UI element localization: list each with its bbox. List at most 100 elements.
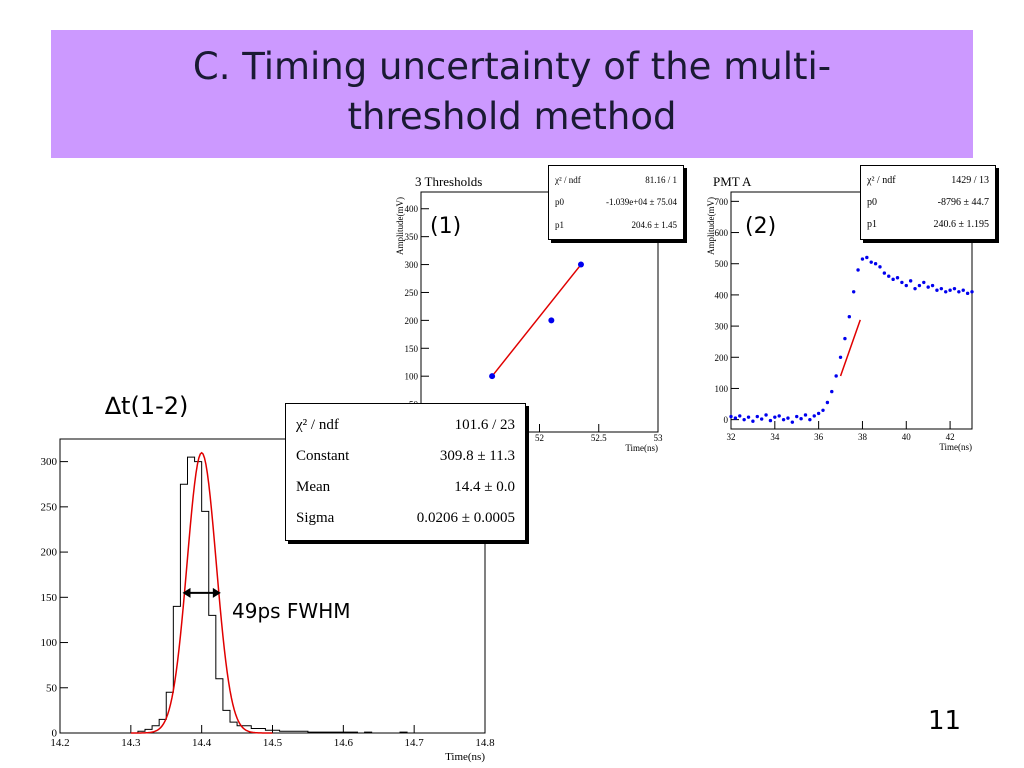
- y-tick-label: 150: [41, 592, 58, 604]
- data-point: [900, 280, 904, 285]
- data-point: [961, 288, 965, 292]
- data-point: [851, 290, 856, 294]
- stat-row: χ² / ndf 101.6 / 23: [296, 410, 515, 441]
- data-point: [856, 268, 860, 272]
- stat-label: p1: [555, 219, 564, 230]
- data-point: [812, 414, 816, 418]
- x-tick-label: 53: [654, 433, 664, 443]
- data-point: [742, 417, 746, 422]
- pmt-a-fit-stats-box: χ² / ndf 1429 / 13 p0 -8796 ± 44.7 p1 240.6 ±…: [860, 165, 996, 240]
- y-tick-label: 300: [41, 456, 58, 468]
- data-point: [891, 277, 895, 282]
- stat-row: χ² / ndf 1429 / 13: [867, 169, 989, 191]
- stat-value: 240.6 ± 1.195: [933, 219, 990, 231]
- stat-value: 309.8 ± 11.3: [439, 448, 515, 464]
- y-tick-label: 150: [405, 344, 419, 354]
- data-point: [939, 286, 944, 291]
- slide-title-line-2: threshold method: [347, 95, 677, 138]
- data-point: [838, 355, 843, 359]
- y-tick-label: 100: [405, 372, 419, 382]
- data-point: [786, 416, 790, 420]
- stat-row: p1 204.6 ± 1.45: [555, 214, 677, 236]
- dt-histogram-chart: 14.2 14.3 14.4 14.5 14.6 14.7 14.8 0 50 100 150 200…: [41, 438, 495, 763]
- stat-value: 81.16 / 1: [645, 175, 677, 186]
- stat-value: -8796 ± 44.7: [937, 196, 989, 208]
- data-point: [548, 317, 555, 324]
- x-tick-label: 38: [858, 432, 868, 442]
- y-tick-label: 350: [405, 232, 419, 242]
- data-point: [948, 288, 952, 292]
- data-point: [935, 288, 939, 292]
- x-axis-label: Time(ns): [939, 442, 972, 452]
- data-point: [821, 408, 825, 412]
- x-tick-label: 14.3: [121, 737, 141, 749]
- data-point: [738, 414, 742, 418]
- x-axis-label: Time(ns): [625, 443, 658, 453]
- stat-label: Mean: [296, 479, 331, 495]
- stat-label: χ² / ndf: [296, 417, 339, 433]
- x-tick-label: 14.4: [192, 737, 212, 749]
- stat-value: 1429 / 13: [951, 174, 989, 186]
- page-number: 11: [928, 706, 962, 736]
- x-tick-label: 34: [770, 432, 780, 442]
- x-tick-label: 14.5: [263, 737, 283, 749]
- y-tick-label: 0: [724, 415, 729, 425]
- y-tick-label: 200: [715, 353, 729, 363]
- fwhm-label: 49ps FWHM: [232, 599, 351, 623]
- x-tick-label: 52.5: [591, 433, 607, 443]
- data-point: [944, 290, 948, 294]
- thresholds-fit-stats-box: χ² / ndf 81.16 / 1 p0 -1.039e+04 ± 75.04 p1 2…: [548, 165, 684, 240]
- thresholds-chart: 51.55252.55350100150200250300350400Time(…: [395, 174, 664, 453]
- x-tick-label: 42: [946, 432, 955, 442]
- x-tick-label: 52: [535, 433, 544, 443]
- data-point: [790, 420, 795, 424]
- x-tick-label: 14.7: [405, 737, 425, 749]
- data-point: [860, 257, 865, 261]
- stat-row: p1 240.6 ± 1.195: [867, 214, 989, 236]
- data-point: [751, 419, 755, 423]
- stat-row: p0 -8796 ± 44.7: [867, 191, 989, 213]
- fit-line: [839, 319, 861, 377]
- x-tick-label: 36: [814, 432, 824, 442]
- stat-label: p1: [867, 219, 877, 231]
- data-point: [869, 260, 873, 264]
- stat-label: p0: [555, 197, 564, 208]
- dt-label: ∆t(1-2): [105, 392, 189, 420]
- x-tick-label: 40: [902, 432, 912, 442]
- stat-label: Constant: [296, 448, 350, 464]
- plot-frame: [730, 191, 973, 430]
- data-point: [957, 290, 961, 294]
- gaussian-fit-curve: [130, 451, 273, 734]
- stat-row: Constant 309.8 ± 11.3: [296, 441, 515, 472]
- stat-value: 101.6 / 23: [454, 417, 515, 433]
- slide-title: C. Timing uncertainty of the multi- thre…: [51, 42, 973, 142]
- stat-value: -1.039e+04 ± 75.04: [605, 197, 677, 208]
- x-tick-label: 32: [727, 432, 736, 442]
- data-point: [965, 291, 970, 296]
- data-point: [843, 336, 847, 341]
- stat-label: χ² / ndf: [867, 174, 896, 186]
- x-tick-label: 14.6: [334, 737, 354, 749]
- data-point: [808, 417, 812, 422]
- x-axis-label: Time(ns): [445, 751, 485, 763]
- data-point: [904, 283, 908, 288]
- data-point: [781, 417, 786, 422]
- stat-value: 14.4 ± 0.0: [454, 479, 515, 495]
- data-point: [759, 417, 764, 421]
- data-point: [755, 414, 759, 419]
- panel-1-label: (1): [430, 214, 462, 239]
- stat-row: Sigma 0.0206 ± 0.0005: [296, 503, 515, 534]
- data-point: [816, 411, 821, 416]
- panel-2-label: (2): [745, 214, 777, 239]
- data-point: [882, 271, 887, 275]
- data-point: [768, 418, 773, 423]
- y-tick-label: 0: [52, 728, 58, 740]
- y-tick-label: 700: [715, 197, 729, 207]
- stat-row: Mean 14.4 ± 0.0: [296, 472, 515, 503]
- title-banner: C. Timing uncertainty of the multi- thre…: [51, 30, 973, 158]
- stat-label: χ² / ndf: [555, 175, 581, 186]
- data-point: [970, 290, 974, 294]
- data-point: [489, 373, 496, 380]
- data-point: [746, 415, 751, 419]
- stat-value: 0.0206 ± 0.0005: [416, 510, 515, 526]
